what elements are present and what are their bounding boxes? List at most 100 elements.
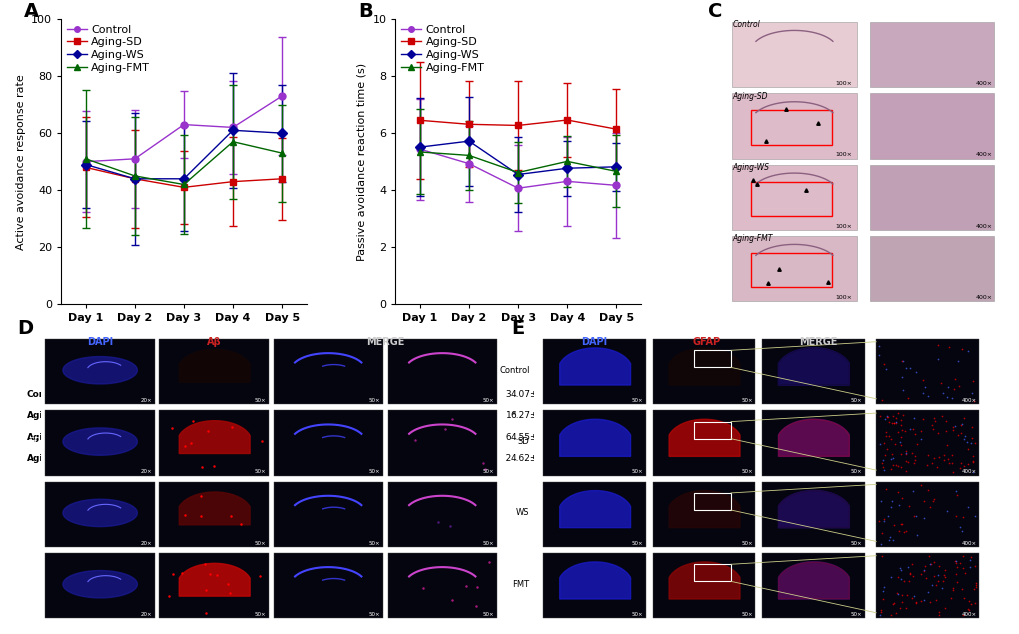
Point [888,608,904,618]
Text: Aging-WS: Aging-WS [26,432,75,442]
Text: 50×: 50× [483,469,494,474]
Text: 6.45±2.04: 6.45±2.04 [420,411,467,420]
Text: 4.31±1.56: 4.31±1.56 [559,390,607,399]
Point [936,566,953,576]
Point [936,572,953,582]
Point [893,356,909,366]
Point [884,599,901,609]
Text: 50×: 50× [369,398,380,403]
Point [887,439,903,450]
Polygon shape [63,499,138,527]
Point [889,588,905,598]
Bar [159,482,269,547]
Bar [273,410,382,476]
Point [933,583,950,593]
Text: 45±20.68: 45±20.68 [129,454,174,463]
Point [897,448,913,458]
Point [873,462,890,472]
Point [919,391,935,401]
Point [944,467,960,477]
Bar [387,339,496,404]
Point [880,431,897,441]
Text: 400×: 400× [975,81,991,86]
Point [883,496,900,506]
Text: 51±24.24: 51±24.24 [86,454,130,463]
Point [959,502,975,512]
Point [877,444,894,455]
Bar [543,339,645,404]
Point [906,455,922,465]
Text: 5.51±1.71: 5.51±1.71 [420,432,468,442]
Point [879,413,896,423]
Point [876,427,893,437]
Point [962,438,978,448]
Point [949,356,965,366]
Point [917,573,933,583]
Point [924,453,941,463]
Point [919,450,935,460]
Point [961,562,977,572]
Bar [46,482,155,547]
Point [901,576,917,586]
Text: FMT: FMT [23,579,41,589]
Point [894,372,910,382]
Point [919,586,935,597]
Point [923,458,940,469]
Point [950,381,966,391]
Point [871,439,888,449]
Bar [750,182,832,216]
Point [881,572,898,582]
Point [887,460,903,470]
Text: 400×: 400× [960,541,975,546]
Text: 20×: 20× [141,469,153,474]
Point [884,418,901,428]
Text: 57±20.03: 57±20.03 [225,454,270,463]
Text: 4.93±1.33: 4.93±1.33 [464,390,512,399]
Point [905,458,921,468]
Text: WS: WS [516,508,529,517]
Text: 100×: 100× [835,224,852,229]
Text: Aging-WS: Aging-WS [361,432,410,442]
Point [960,605,976,616]
Point [927,462,944,472]
Point [930,610,947,620]
Point [930,451,947,462]
Text: 400×: 400× [960,469,975,474]
Point [927,580,944,590]
Point [922,420,938,430]
Point [901,424,917,434]
Text: 50×: 50× [255,541,266,546]
Text: 20×: 20× [141,398,153,403]
Text: E: E [511,319,524,338]
Point [881,453,898,463]
Text: 4.77±0.96♯: 4.77±0.96♯ [559,432,611,442]
Point [934,455,951,465]
Point [959,444,975,455]
Point [933,576,950,586]
Point [941,342,957,352]
Point [892,415,908,425]
Point [898,590,914,600]
Text: B: B [359,2,373,21]
Point [930,607,947,617]
Bar [875,553,977,619]
Point [937,392,954,403]
Point [889,461,905,471]
Point [899,392,915,403]
Point [895,527,911,537]
Text: 400×: 400× [960,612,975,617]
Text: 50×: 50× [483,612,494,617]
Bar [652,482,754,547]
Bar [875,482,977,547]
Text: 5.22±1.22: 5.22±1.22 [464,454,511,463]
Point [869,341,886,351]
Point [903,448,919,458]
Text: 53±17.03: 53±17.03 [272,454,317,463]
Text: Aging-FMT: Aging-FMT [26,454,82,463]
Polygon shape [63,571,138,598]
Point [943,392,959,403]
Point [880,417,897,427]
Text: 4.07±1.5: 4.07±1.5 [511,390,552,399]
Point [954,609,970,619]
Text: 44±17.13: 44±17.13 [129,411,174,420]
